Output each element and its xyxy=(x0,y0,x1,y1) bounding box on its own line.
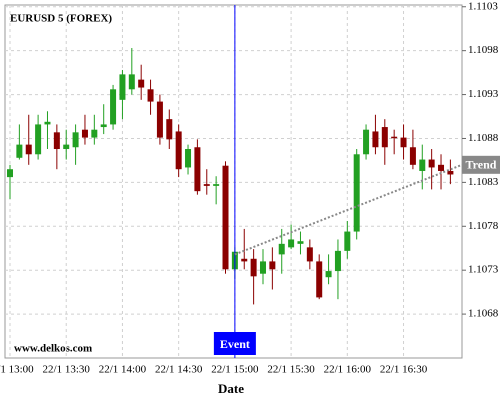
candle-body xyxy=(7,169,13,178)
trend-label-box xyxy=(462,155,500,174)
x-tick-label: 22/1 14:00 xyxy=(99,364,147,376)
candle-body xyxy=(194,147,201,192)
candle-body xyxy=(16,144,23,158)
chart-title: EURUSD 5 (FOREX) xyxy=(10,13,112,25)
trend-label: Trend xyxy=(466,158,497,172)
candle-body xyxy=(363,129,370,155)
candle-body xyxy=(63,144,70,150)
plot-area xyxy=(4,4,463,359)
x-tick-label: 22/1 15:00 xyxy=(211,364,259,376)
candle-body xyxy=(353,154,360,232)
candle-body xyxy=(447,170,454,175)
event-label: Event xyxy=(220,337,250,351)
candle-body xyxy=(203,184,210,186)
x-tick-label: 22/1 16:00 xyxy=(324,364,372,376)
candle-body xyxy=(44,121,51,125)
candle-body xyxy=(128,74,135,90)
trend-line xyxy=(234,163,463,256)
candle-body xyxy=(250,258,257,277)
source-label: www.delkos.com xyxy=(14,343,92,355)
candle-body xyxy=(35,124,42,155)
y-tick-label: 1.1088 xyxy=(468,132,499,144)
candle-body xyxy=(100,124,107,128)
y-tick-label: 1.1068 xyxy=(468,308,499,320)
candle-body xyxy=(213,184,220,186)
candle-body xyxy=(241,258,248,262)
candle-body xyxy=(344,231,351,251)
x-tick-label: 22/1 15:30 xyxy=(267,364,315,376)
candle-body xyxy=(419,159,426,171)
candle-body xyxy=(391,136,398,139)
candle-body xyxy=(25,144,32,155)
candle-body xyxy=(138,79,145,88)
candle-body xyxy=(269,261,276,270)
y-tick-label: 1.1083 xyxy=(468,176,499,188)
x-tick-label: 22/1 13:00 xyxy=(0,364,34,376)
candle-body xyxy=(72,132,79,148)
candle-body xyxy=(306,247,313,262)
candle-body xyxy=(278,243,285,255)
candle-body xyxy=(259,261,266,274)
x-tick-label: 22/1 13:30 xyxy=(43,364,91,376)
y-tick-label: 1.1093 xyxy=(468,88,499,100)
y-tick-label: 1.1103 xyxy=(468,0,498,12)
candle-body xyxy=(381,127,388,148)
event-label-box xyxy=(213,332,256,355)
candle-body xyxy=(372,131,379,148)
y-tick-label: 1.1098 xyxy=(468,44,499,56)
candle-body xyxy=(297,241,304,244)
x-tick-label: 22/1 16:30 xyxy=(380,364,428,376)
x-axis-label: Date xyxy=(218,381,244,396)
candle-body xyxy=(185,149,192,168)
candle-body xyxy=(166,119,173,140)
candle-body xyxy=(409,147,416,165)
candle-body xyxy=(428,159,435,168)
candle-body xyxy=(400,137,407,148)
candle-body xyxy=(334,250,341,272)
y-tick-label: 1.1078 xyxy=(468,220,499,232)
candle-body xyxy=(81,129,88,138)
x-tick-label: 22/1 14:30 xyxy=(155,364,203,376)
candle-body xyxy=(175,131,182,170)
candle-body xyxy=(110,89,117,125)
candle-body xyxy=(119,74,126,100)
candle-body xyxy=(288,239,295,248)
candle-body xyxy=(316,261,323,298)
candle-body xyxy=(91,129,98,138)
candle-body xyxy=(222,165,229,270)
candle-body xyxy=(325,271,332,278)
candle-body xyxy=(53,132,60,150)
candle-body xyxy=(438,164,445,171)
y-tick-label: 1.1073 xyxy=(468,264,499,276)
candle-body xyxy=(156,101,163,138)
candle-body xyxy=(147,89,154,102)
